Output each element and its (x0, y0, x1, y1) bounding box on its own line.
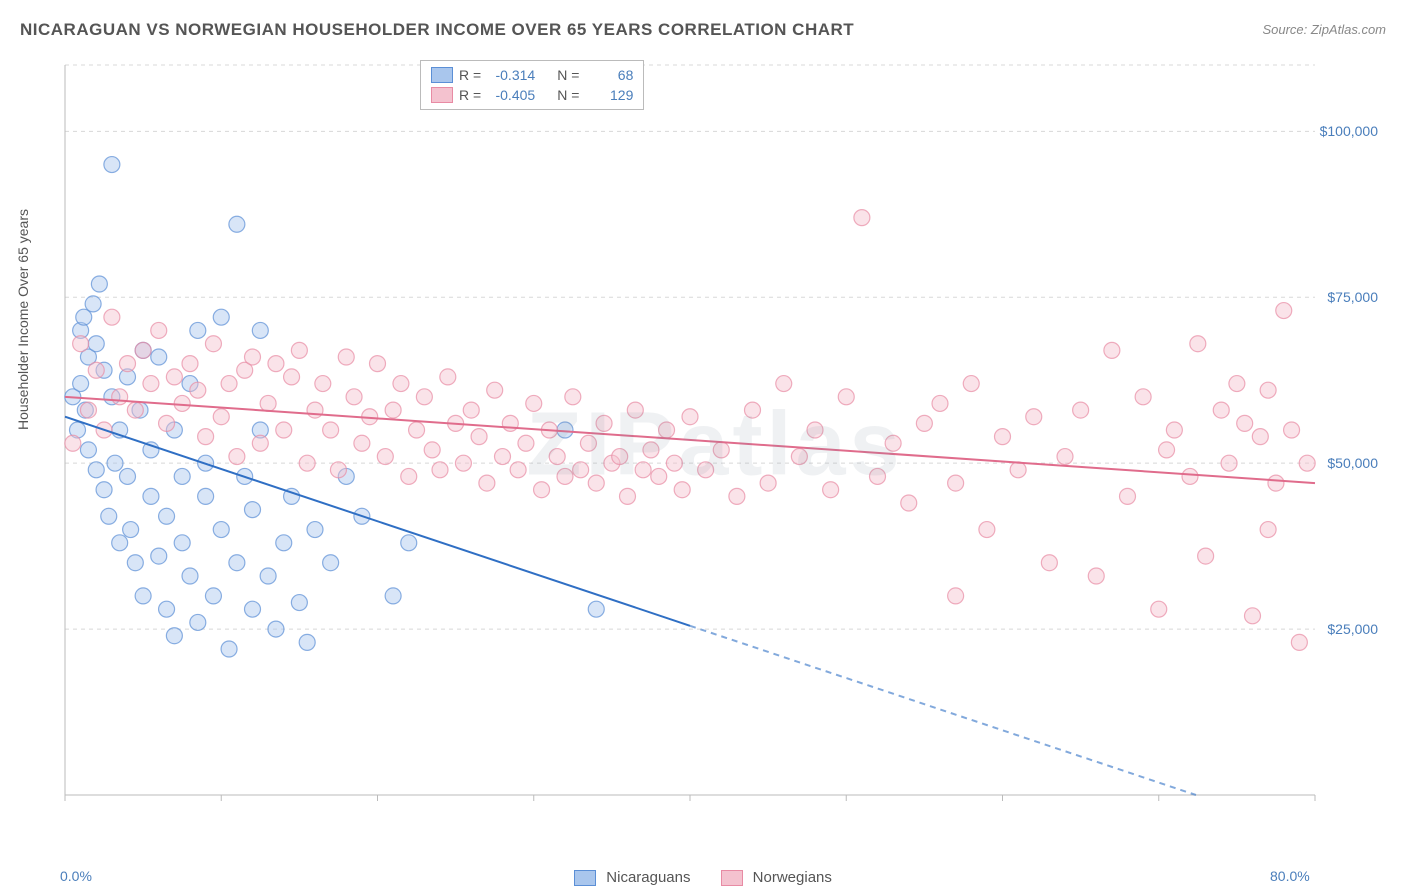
y-axis-label: Householder Income Over 65 years (15, 209, 31, 430)
y-tick-label: $50,000 (1327, 455, 1378, 471)
bottom-swatch-norwegians (721, 870, 743, 886)
y-tick-label: $75,000 (1327, 289, 1378, 305)
chart-container: NICARAGUAN VS NORWEGIAN HOUSEHOLDER INCO… (0, 0, 1406, 892)
bottom-label-nicaraguans: Nicaraguans (606, 869, 690, 886)
y-tick-label: $100,000 (1320, 123, 1378, 139)
r-label: R = (459, 67, 481, 83)
legend-swatch-norwegians (431, 87, 453, 103)
r-label: R = (459, 87, 481, 103)
bottom-legend-item-nicaraguans: Nicaraguans (574, 869, 690, 886)
n-label: N = (557, 67, 579, 83)
chart-title: NICARAGUAN VS NORWEGIAN HOUSEHOLDER INCO… (20, 20, 854, 40)
bottom-label-norwegians: Norwegians (753, 869, 832, 886)
correlation-legend: R = -0.314 N = 68 R = -0.405 N = 129 (420, 60, 644, 110)
chart-area: ZIPatlas (55, 55, 1375, 835)
source-label: Source: ZipAtlas.com (1262, 22, 1386, 37)
bottom-legend: Nicaraguans Norwegians (0, 869, 1406, 886)
legend-row-norwegians: R = -0.405 N = 129 (431, 85, 633, 105)
x-tick-label: 80.0% (1270, 868, 1310, 884)
scatter-plot (55, 55, 1375, 835)
n-value-norwegians: 129 (585, 87, 633, 103)
bottom-legend-item-norwegians: Norwegians (721, 869, 832, 886)
legend-row-nicaraguans: R = -0.314 N = 68 (431, 65, 633, 85)
y-tick-label: $25,000 (1327, 621, 1378, 637)
n-value-nicaraguans: 68 (585, 67, 633, 83)
legend-swatch-nicaraguans (431, 67, 453, 83)
r-value-nicaraguans: -0.314 (487, 67, 535, 83)
r-value-norwegians: -0.405 (487, 87, 535, 103)
x-tick-label: 0.0% (60, 868, 92, 884)
bottom-swatch-nicaraguans (574, 870, 596, 886)
n-label: N = (557, 87, 579, 103)
